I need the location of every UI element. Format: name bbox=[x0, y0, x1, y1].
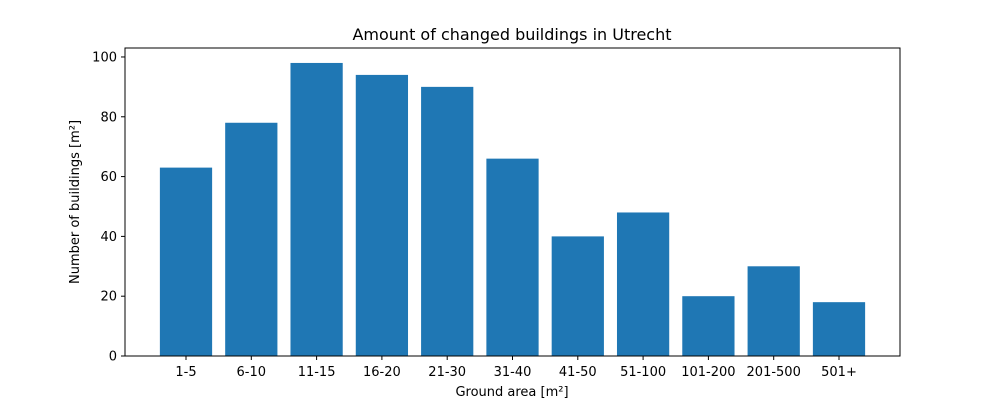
bar-21-30 bbox=[421, 86, 474, 357]
bar-1-5 bbox=[159, 167, 213, 356]
x-tick-label: 101-200 bbox=[681, 365, 735, 380]
x-tick-label: 1-5 bbox=[175, 365, 196, 380]
y-tick-label: 80 bbox=[100, 110, 117, 125]
x-tick-label: 21-30 bbox=[428, 365, 466, 380]
bar-6-10 bbox=[225, 122, 278, 356]
y-tick-label: 0 bbox=[109, 350, 117, 365]
y-tick-label: 100 bbox=[92, 50, 117, 65]
bar-31-40 bbox=[486, 158, 539, 356]
y-tick-label: 40 bbox=[100, 230, 117, 245]
x-axis-ticks: 1-5 6-10 11-15 16-20 21-30 31-40 41-50 51-100 10… bbox=[175, 356, 857, 380]
bar-41-50 bbox=[551, 236, 604, 356]
bar-201-500 bbox=[747, 266, 800, 356]
bar-501+ bbox=[812, 302, 866, 356]
bar-11-15 bbox=[290, 62, 343, 356]
x-tick-label: 41-50 bbox=[559, 365, 597, 380]
chart-title: Amount of changed buildings in Utrecht bbox=[352, 25, 671, 44]
y-axis-title: Number of buildings [m²] bbox=[68, 120, 83, 284]
x-tick-label: 31-40 bbox=[494, 365, 532, 380]
x-axis-title: Ground area [m²] bbox=[455, 385, 568, 400]
bars bbox=[159, 62, 866, 357]
bar-16-20 bbox=[355, 74, 409, 356]
y-tick-label: 60 bbox=[100, 170, 117, 185]
x-tick-label: 16-20 bbox=[363, 365, 401, 380]
x-tick-label: 201-500 bbox=[747, 365, 801, 380]
x-tick-label: 6-10 bbox=[237, 365, 267, 380]
bar-51-100 bbox=[616, 212, 670, 356]
x-tick-label: 51-100 bbox=[620, 365, 666, 380]
bar-101-200 bbox=[682, 296, 735, 356]
x-tick-label: 501+ bbox=[821, 365, 857, 380]
y-axis-ticks: 0 20 40 60 80 100 bbox=[92, 50, 125, 365]
x-tick-label: 11-15 bbox=[298, 365, 336, 380]
y-tick-label: 20 bbox=[100, 290, 117, 305]
